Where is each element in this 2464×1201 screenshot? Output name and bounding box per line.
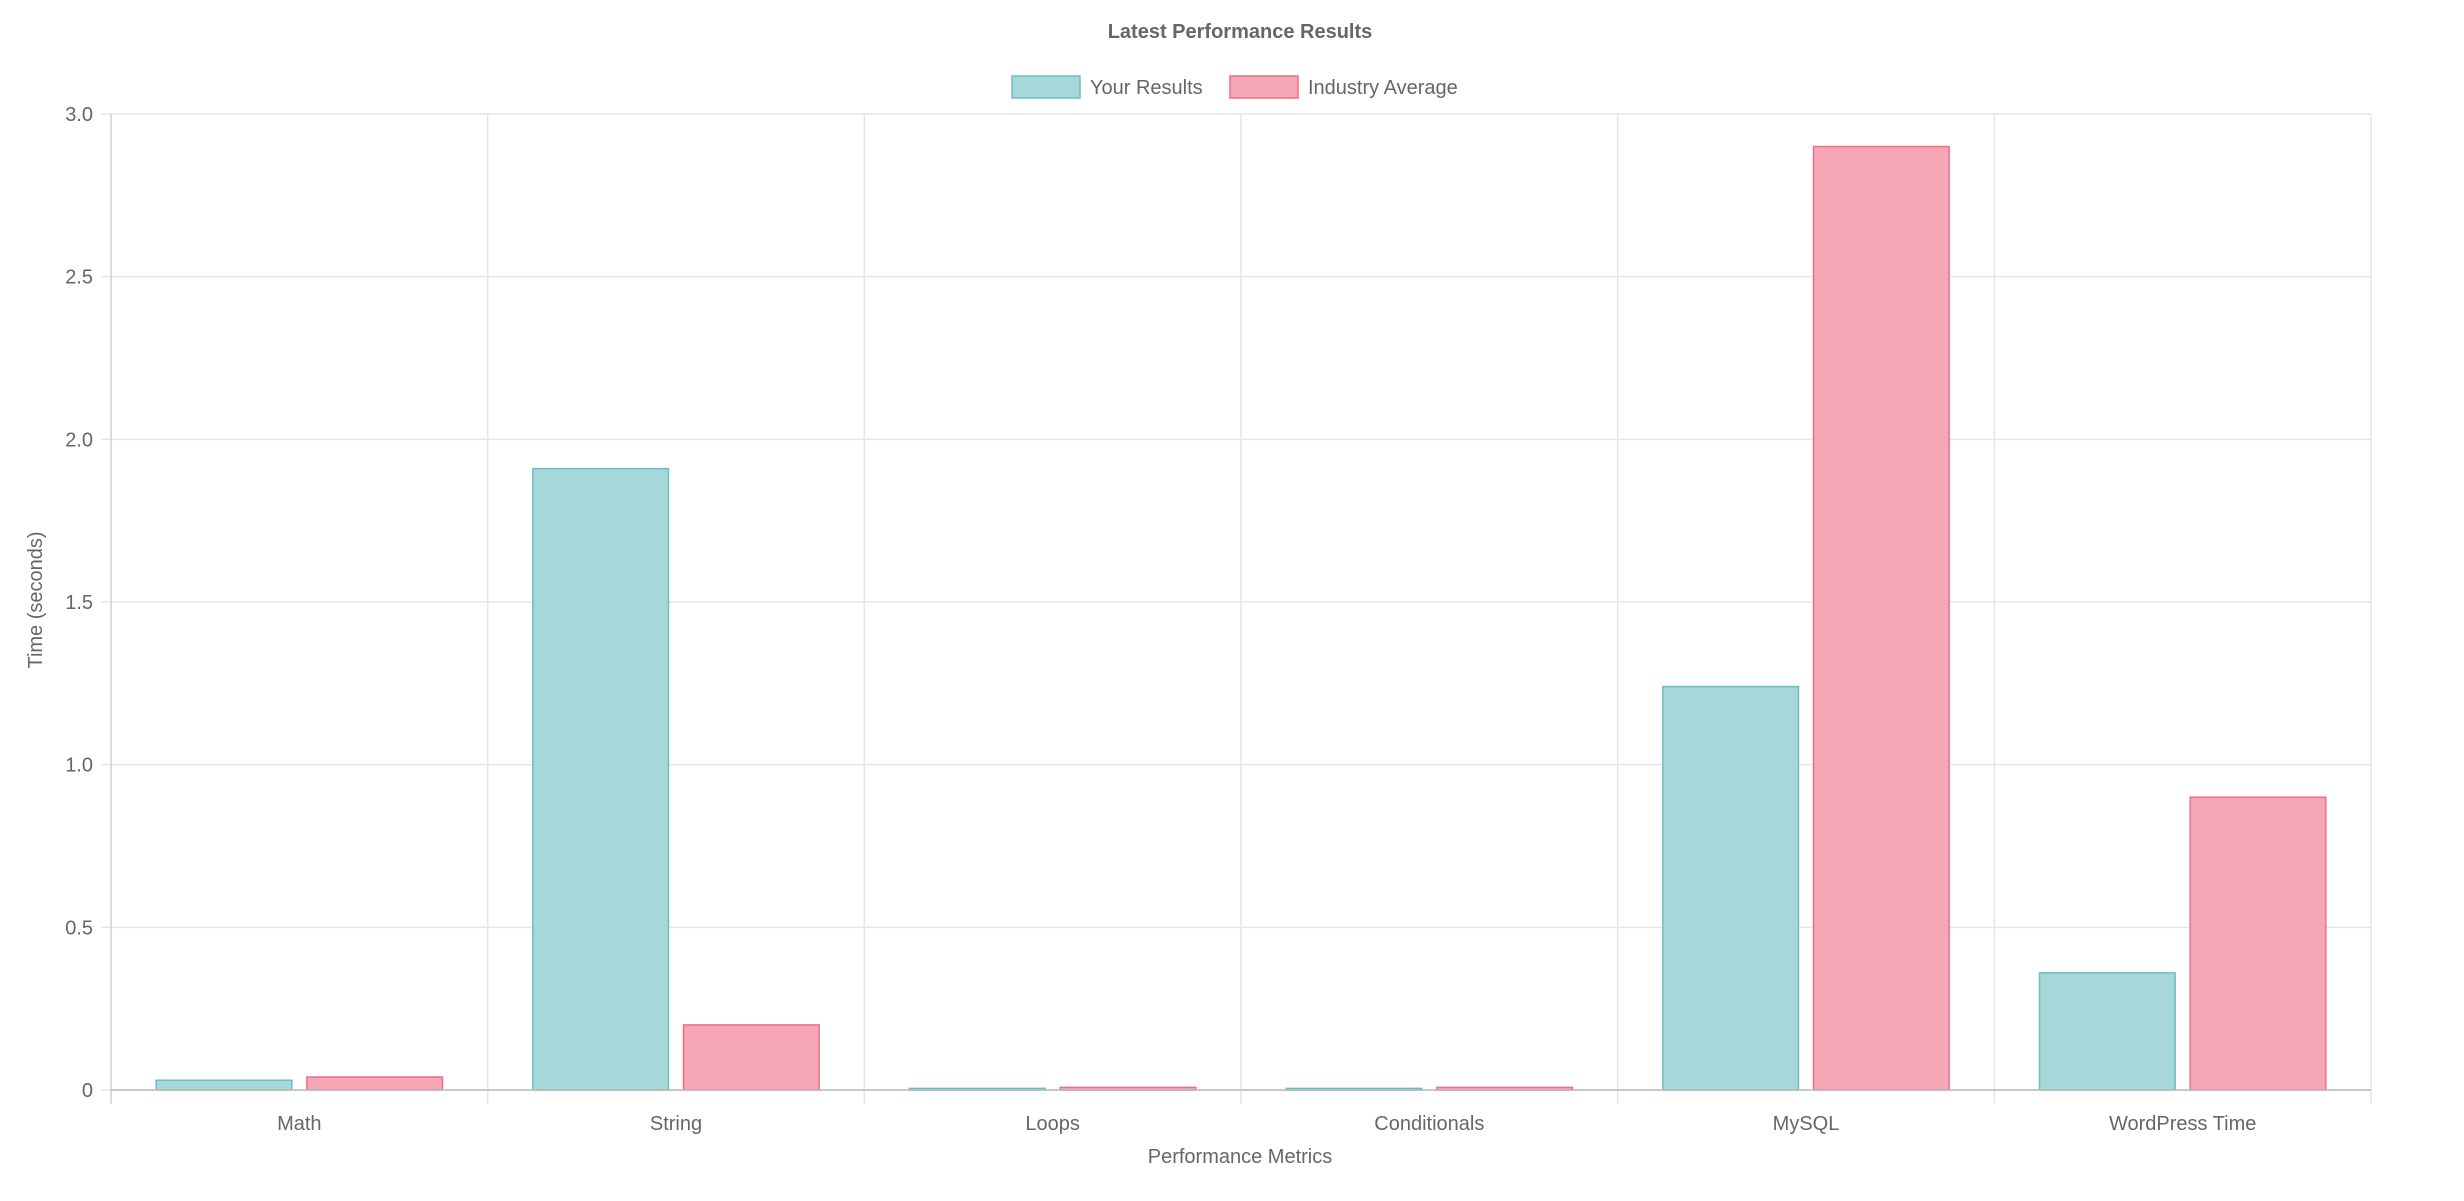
- x-axis-label: Performance Metrics: [1148, 1146, 1333, 1168]
- legend-label: Your Results: [1090, 77, 1203, 99]
- x-tick-label: Loops: [1025, 1113, 1080, 1135]
- y-tick-label: 3.0: [65, 104, 93, 126]
- bars: [155, 145, 2327, 1091]
- legend-label: Industry Average: [1308, 77, 1458, 99]
- y-tick-label: 1.0: [65, 755, 93, 777]
- y-axis-label: Time (seconds): [25, 531, 47, 668]
- tick-labels: 0 0.5 1.0 1.5 2.0 2.5 3.0 Math String Loops Condit…: [65, 104, 2256, 1135]
- bar: [155, 1079, 293, 1091]
- x-tick-label: String: [650, 1113, 702, 1135]
- bar: [1812, 145, 1950, 1091]
- x-tick-label: Math: [277, 1113, 321, 1135]
- x-tick-label: MySQL: [1773, 1113, 1840, 1135]
- bar: [532, 467, 670, 1091]
- y-tick-label: 0: [82, 1080, 93, 1102]
- chart-title: Latest Performance Results: [1108, 21, 1373, 43]
- grid: [101, 113, 2372, 1104]
- bar: [1662, 685, 1800, 1091]
- x-tick-label: WordPress Time: [2109, 1113, 2256, 1135]
- legend-swatch: [1229, 75, 1299, 99]
- y-tick-label: 0.5: [65, 917, 93, 939]
- bar: [306, 1076, 444, 1091]
- y-tick-label: 2.0: [65, 429, 93, 451]
- x-tick-label: Conditionals: [1374, 1113, 1484, 1135]
- bar: [2038, 972, 2176, 1091]
- y-tick-label: 2.5: [65, 267, 93, 289]
- bar: [682, 1024, 820, 1091]
- legend: Your Results Industry Average: [1011, 75, 1458, 99]
- legend-swatch: [1011, 75, 1081, 99]
- bar: [2189, 796, 2327, 1091]
- y-tick-label: 1.5: [65, 592, 93, 614]
